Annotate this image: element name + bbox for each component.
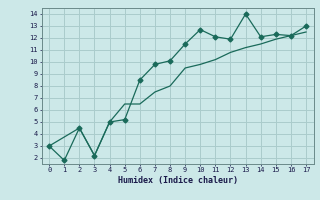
- X-axis label: Humidex (Indice chaleur): Humidex (Indice chaleur): [118, 176, 237, 185]
